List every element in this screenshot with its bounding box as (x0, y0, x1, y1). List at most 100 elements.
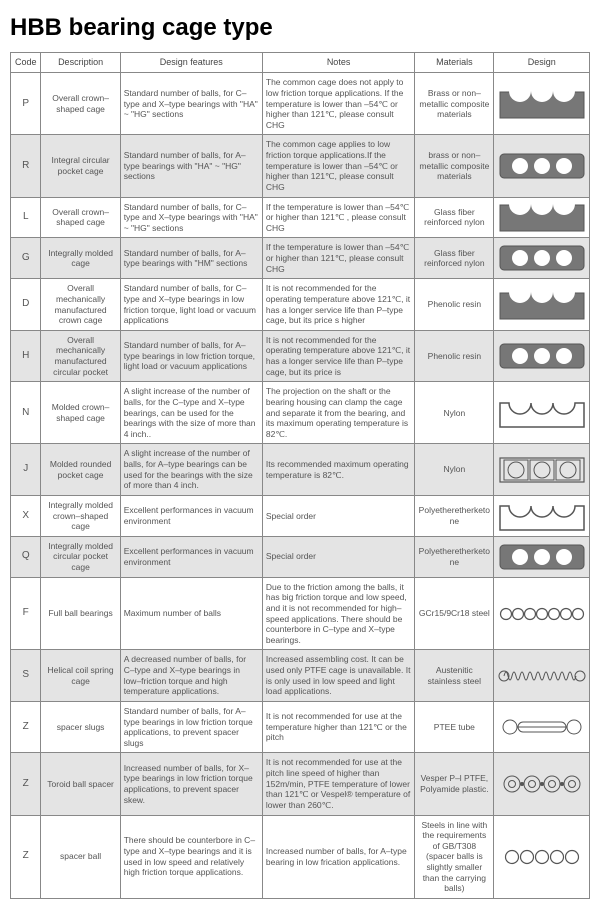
table-row: HOverall mechanically manufactured circu… (11, 330, 590, 382)
cell-features: Standard number of balls, for A–type bea… (120, 135, 262, 197)
table-row: RIntegral circular pocket cageStandard n… (11, 135, 590, 197)
cell-features: Standard number of balls, for A–type bea… (120, 701, 262, 753)
table-row: Zspacer ballThere should be counterbore … (11, 815, 590, 898)
cell-notes: It is not recommended for the operating … (262, 330, 414, 382)
cell-features: Excellent performances in vacuum environ… (120, 536, 262, 577)
cell-materials: Brass or non–metallic composite material… (415, 73, 494, 135)
cell-materials: Steels in line with the requirements of … (415, 815, 494, 898)
cell-description: Toroid ball spacer (41, 753, 120, 815)
table-row: QIntegrally molded circular pocket cageE… (11, 536, 590, 577)
cell-code: F (11, 577, 41, 650)
table-row: XIntegrally molded crown–shaped cageExce… (11, 495, 590, 536)
cell-code: G (11, 238, 41, 279)
th-code: Code (11, 53, 41, 73)
th-design: Design (494, 53, 590, 73)
cell-design (494, 753, 590, 815)
cell-description: spacer ball (41, 815, 120, 898)
cell-features: Standard number of balls, for C–type and… (120, 197, 262, 238)
cell-notes: Its recommended maximum operating temper… (262, 444, 414, 496)
cell-design (494, 650, 590, 702)
cell-materials: Polyetheretherketone (415, 495, 494, 536)
cell-design (494, 444, 590, 496)
table-row: ZToroid ball spacerIncreased number of b… (11, 753, 590, 815)
cell-code: R (11, 135, 41, 197)
table-row: LOverall crown–shaped cageStandard numbe… (11, 197, 590, 238)
cell-features: There should be counterbore in C–type an… (120, 815, 262, 898)
cell-design (494, 279, 590, 331)
cell-materials: Nylon (415, 382, 494, 444)
cell-description: spacer slugs (41, 701, 120, 753)
cell-notes: The common cage does not apply to low fr… (262, 73, 414, 135)
th-materials: Materials (415, 53, 494, 73)
cell-materials: Phenolic resin (415, 330, 494, 382)
cell-description: Molded rounded pocket cage (41, 444, 120, 496)
cell-design (494, 135, 590, 197)
cell-code: P (11, 73, 41, 135)
cell-description: Helical coil spring cage (41, 650, 120, 702)
cell-notes: Special order (262, 536, 414, 577)
table-row: DOverall mechanically manufactured crown… (11, 279, 590, 331)
cell-materials: Nylon (415, 444, 494, 496)
cell-notes: The projection on the shaft or the beari… (262, 382, 414, 444)
table-row: SHelical coil spring cageA decreased num… (11, 650, 590, 702)
cell-description: Overall crown–shaped cage (41, 73, 120, 135)
cell-notes: Special order (262, 495, 414, 536)
cell-design (494, 815, 590, 898)
cell-materials: brass or non–metallic composite material… (415, 135, 494, 197)
cell-notes: The common cage applies to low friction … (262, 135, 414, 197)
cell-materials: Austenitic stainless steel (415, 650, 494, 702)
cell-design (494, 238, 590, 279)
cell-materials: Glass fiber reinforced nylon (415, 238, 494, 279)
cell-code: Z (11, 701, 41, 753)
cell-notes: Due to the friction among the balls, it … (262, 577, 414, 650)
table-row: Zspacer slugsStandard number of balls, f… (11, 701, 590, 753)
cell-design (494, 330, 590, 382)
cell-notes: It is not recommended for use at the tem… (262, 701, 414, 753)
cell-notes: It is not recommended for the operating … (262, 279, 414, 331)
cell-features: A slight increase of the number of balls… (120, 382, 262, 444)
cell-features: Maximum number of balls (120, 577, 262, 650)
cell-code: X (11, 495, 41, 536)
th-features: Design features (120, 53, 262, 73)
cell-materials: PTEE tube (415, 701, 494, 753)
cell-description: Overall crown–shaped cage (41, 197, 120, 238)
cell-notes: It is not recommended for use at the pit… (262, 753, 414, 815)
cell-design (494, 197, 590, 238)
th-notes: Notes (262, 53, 414, 73)
cell-features: Excellent performances in vacuum environ… (120, 495, 262, 536)
cell-code: S (11, 650, 41, 702)
cell-features: Standard number of balls, for A–type bea… (120, 238, 262, 279)
cell-code: Z (11, 815, 41, 898)
cell-materials: Polyetheretherketone (415, 536, 494, 577)
cell-features: Standard number of balls, for C–type and… (120, 279, 262, 331)
cell-features: Standard number of balls, for C–type and… (120, 73, 262, 135)
cell-code: D (11, 279, 41, 331)
cell-design (494, 536, 590, 577)
cell-code: Q (11, 536, 41, 577)
table-row: FFull ball bearingsMaximum number of bal… (11, 577, 590, 650)
cell-code: L (11, 197, 41, 238)
cell-design (494, 577, 590, 650)
cell-code: H (11, 330, 41, 382)
cell-notes: Increased number of balls, for A–type be… (262, 815, 414, 898)
cell-description: Integral circular pocket cage (41, 135, 120, 197)
cell-code: J (11, 444, 41, 496)
cell-features: Increased number of balls, for X–type be… (120, 753, 262, 815)
table-row: JMolded rounded pocket cageA slight incr… (11, 444, 590, 496)
cell-notes: If the temperature is lower than –54℃ or… (262, 238, 414, 279)
cell-design (494, 701, 590, 753)
cell-design (494, 73, 590, 135)
cell-materials: Phenolic resin (415, 279, 494, 331)
page-title: HBB bearing cage type (10, 14, 590, 42)
cell-notes: If the temperature is lower than –54℃ or… (262, 197, 414, 238)
cage-type-table: Code Description Design features Notes M… (10, 52, 590, 899)
table-row: GIntegrally molded cageStandard number o… (11, 238, 590, 279)
table-row: POverall crown–shaped cageStandard numbe… (11, 73, 590, 135)
cell-code: N (11, 382, 41, 444)
cell-description: Overall mechanically manufactured circul… (41, 330, 120, 382)
cell-description: Molded crown–shaped cage (41, 382, 120, 444)
cell-materials: Glass fiber reinforced nylon (415, 197, 494, 238)
cell-features: Standard number of balls, for A–type bea… (120, 330, 262, 382)
cell-code: Z (11, 753, 41, 815)
cell-design (494, 495, 590, 536)
